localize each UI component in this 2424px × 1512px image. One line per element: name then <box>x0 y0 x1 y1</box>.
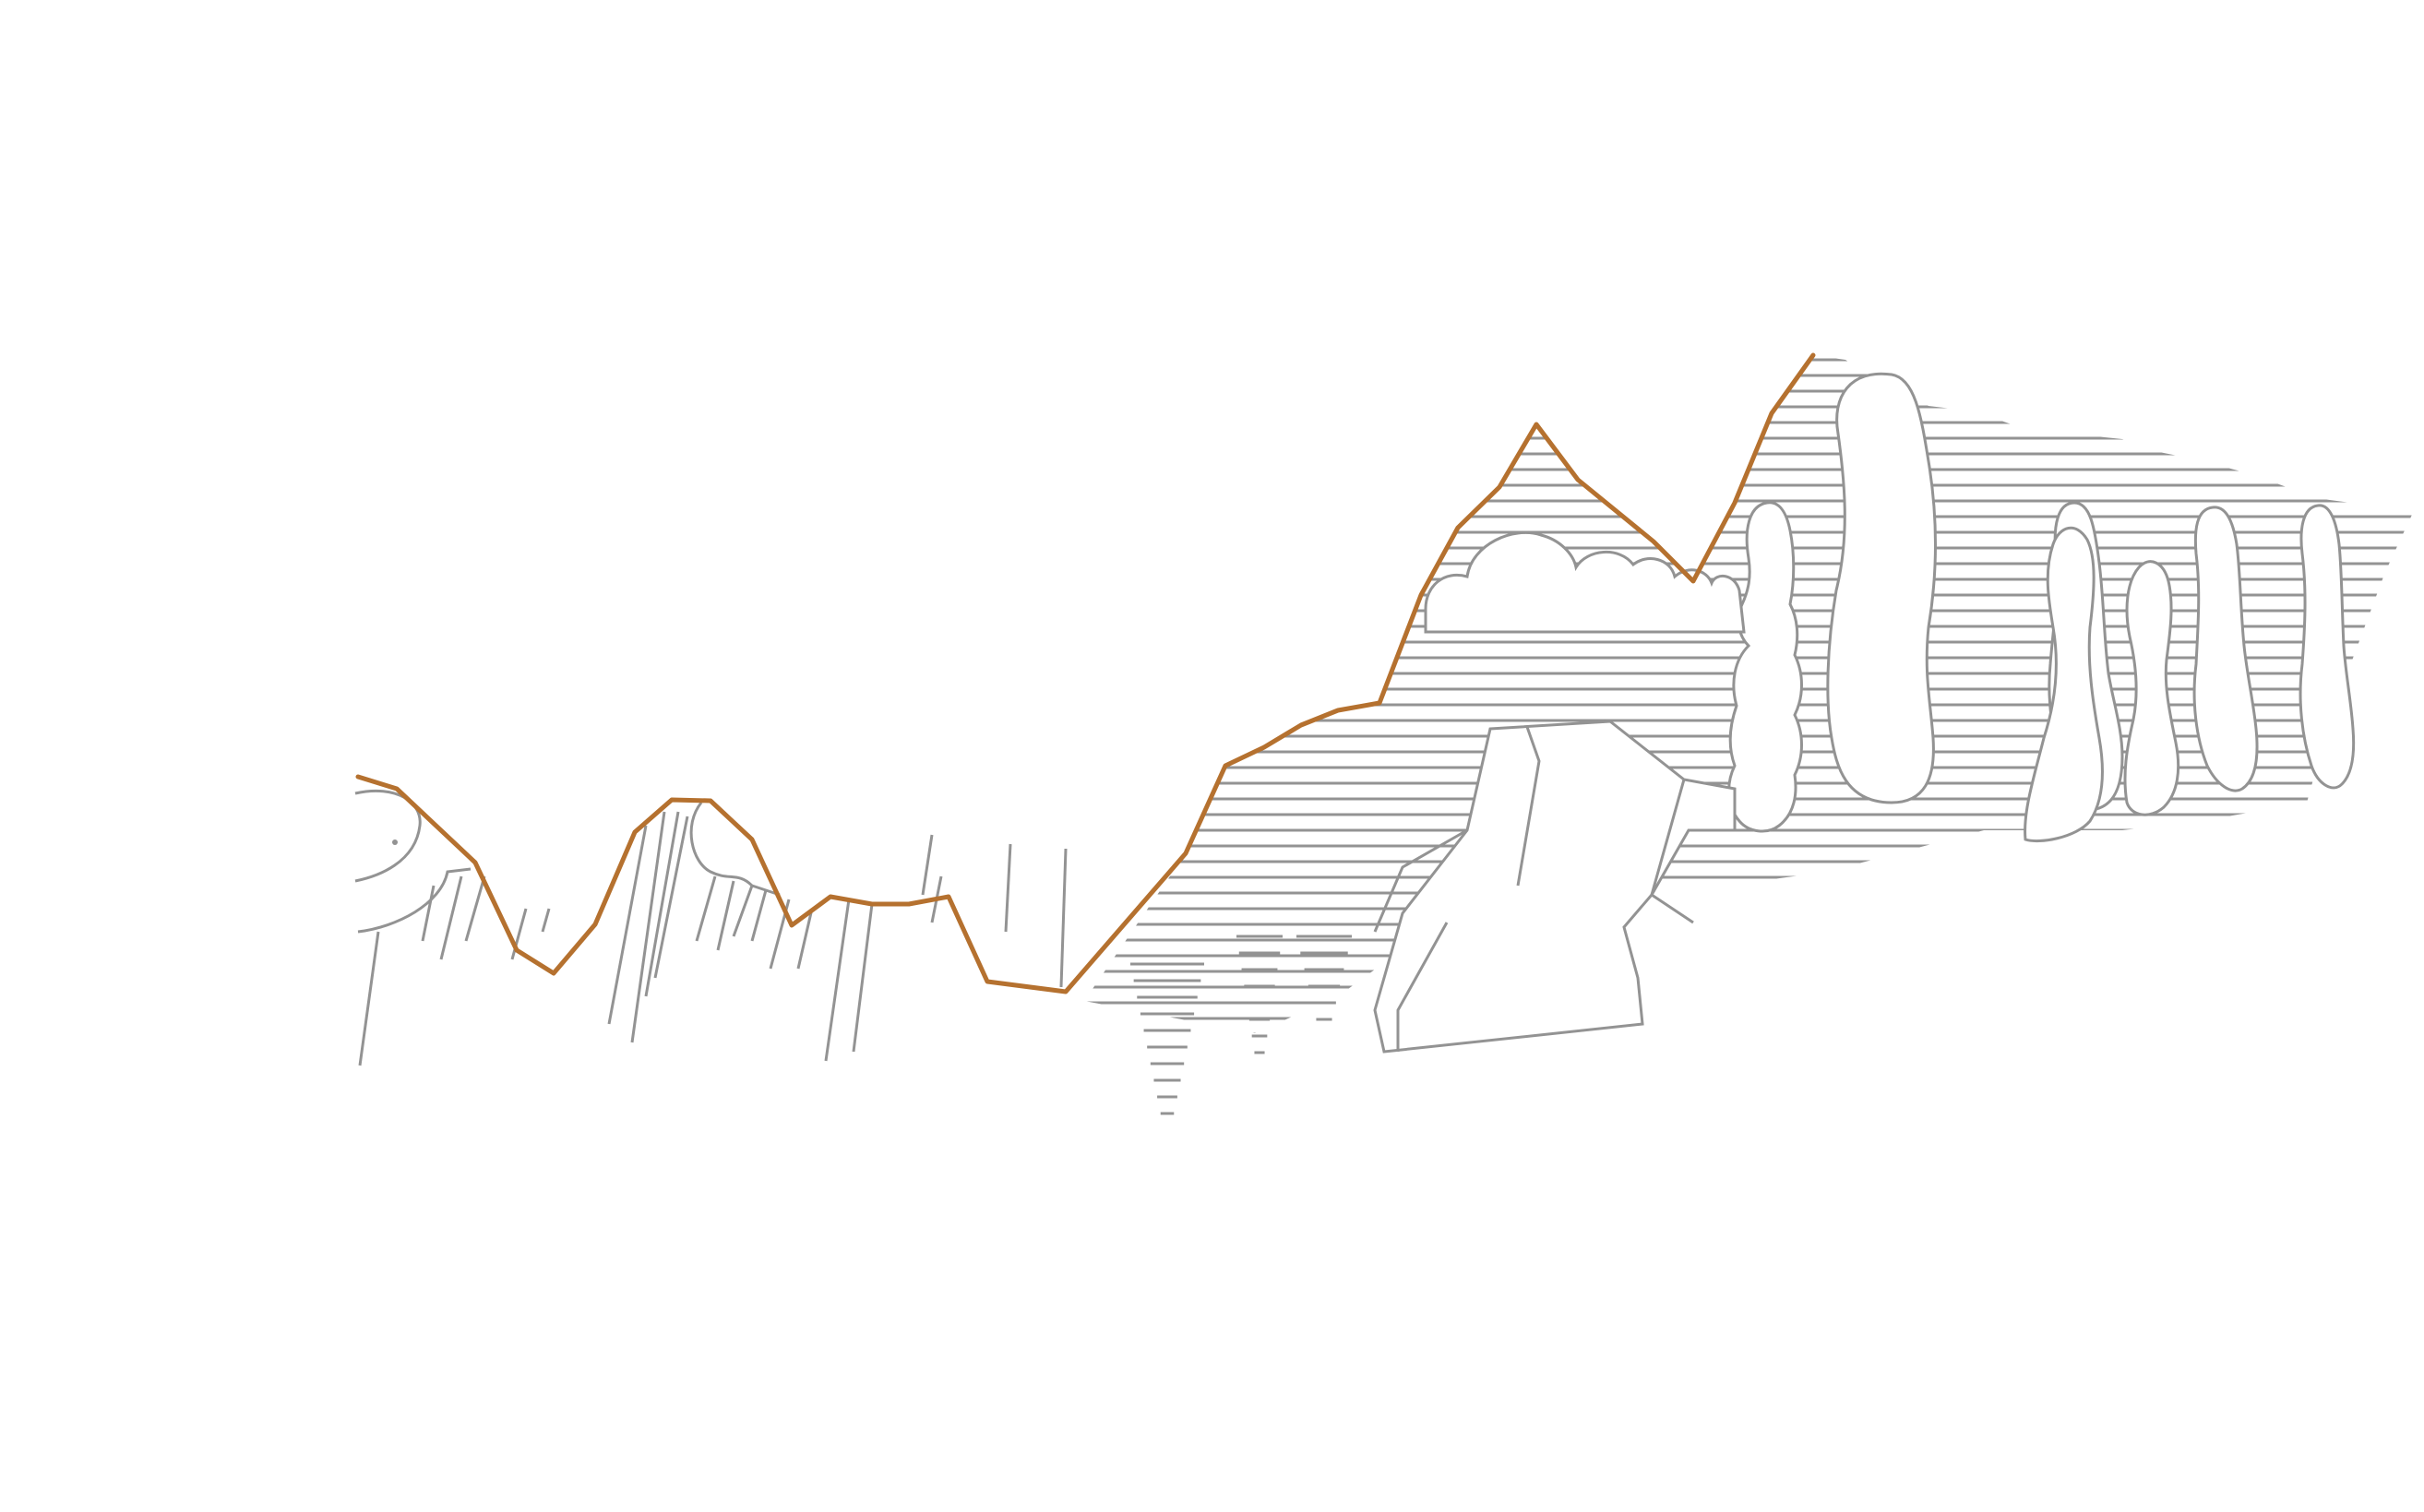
diagonal-hatch-stroke <box>796 908 814 970</box>
diagonal-hatch-stroke <box>716 880 735 951</box>
diagonal-hatch-stroke <box>824 899 851 1062</box>
tree-slim-2 <box>2123 560 2180 816</box>
diagonal-hatch-stroke <box>439 875 463 960</box>
diagonal-hatch-stroke <box>541 908 551 933</box>
rock-crack-3 <box>1373 828 1468 933</box>
tree-cypress-3 <box>2192 506 2259 792</box>
central-rock <box>1373 720 1737 1054</box>
diagonal-hatch-stroke <box>358 931 380 1066</box>
tree-round-stack <box>1727 501 1803 833</box>
mid-mound <box>689 802 781 897</box>
rock-crack-4 <box>1396 922 1449 1052</box>
diagonal-hatch-stroke <box>695 875 717 942</box>
diagonal-hatch-stroke <box>421 885 436 942</box>
tree-slim-1 <box>2024 527 2104 843</box>
diagonal-hatch-stroke <box>464 875 486 942</box>
diagonal-hatch-stroke <box>921 834 934 896</box>
diagonal-hatch-stroke <box>644 811 680 997</box>
cloud-band <box>1424 530 1746 634</box>
rock-crack-2 <box>1650 779 1694 924</box>
rock-face <box>1373 720 1737 1054</box>
diagonal-hatch-stroke <box>607 825 648 1025</box>
left-diagonal-hatch-hills <box>358 811 1068 1066</box>
diagonal-hatch-stroke <box>1004 843 1012 933</box>
tree-silhouettes <box>1727 372 2356 843</box>
diagonal-hatch-stroke <box>750 889 768 942</box>
diagonal-hatch-stroke <box>510 908 528 960</box>
left-mound-1 <box>354 789 422 883</box>
tree-cypress-4 <box>2299 504 2356 790</box>
diagonal-hatch-stroke <box>653 816 689 979</box>
left-mound-2 <box>357 867 472 934</box>
diagonal-hatch-stroke <box>630 811 666 1043</box>
left-hill-outlines <box>354 789 781 934</box>
diagonal-hatch-stroke <box>1059 848 1068 988</box>
cloud-puffs <box>1424 530 1746 634</box>
left-mound-dot <box>392 839 398 845</box>
diagonal-hatch-stroke <box>732 885 754 937</box>
elevation-profile-line <box>355 352 1816 994</box>
hanging-hatch-spikes <box>1130 935 1352 1115</box>
diagonal-hatch-stroke <box>852 903 874 1053</box>
tree-cypress-1 <box>1826 372 1937 804</box>
rock-crack-1 <box>1516 726 1541 887</box>
